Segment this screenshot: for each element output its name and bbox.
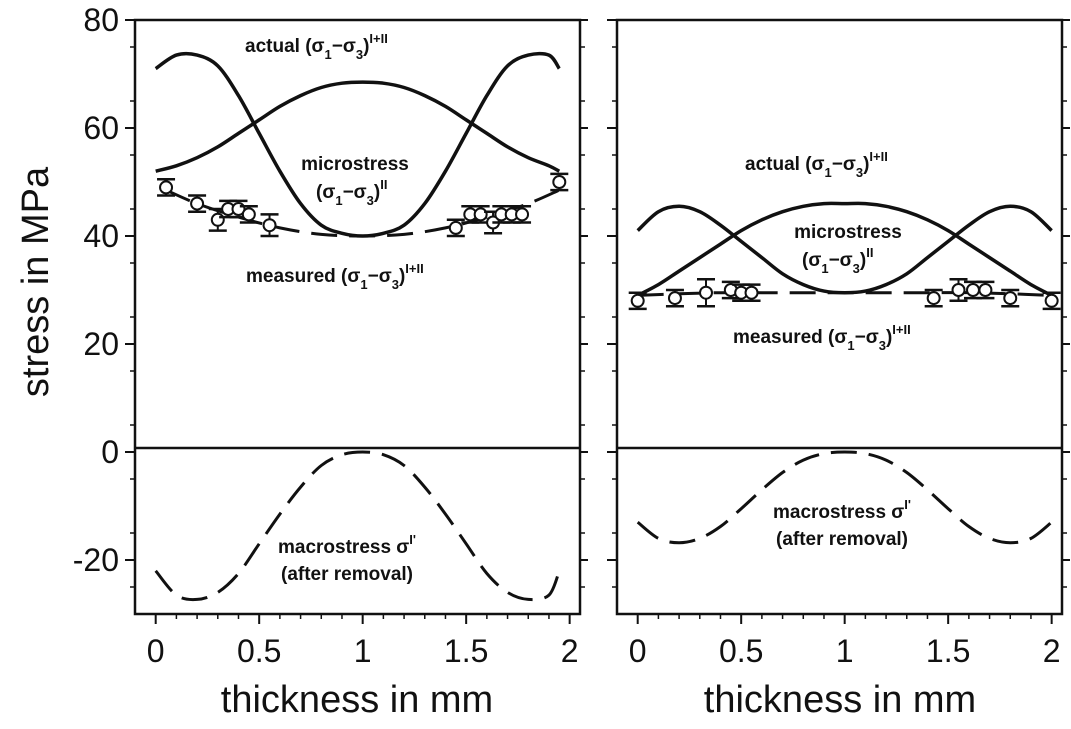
y-tick-label: 60 <box>83 110 119 146</box>
annotation-microstress-right: microstress <box>794 222 902 243</box>
annotation-macrostress-left: macrostress σI' <box>278 532 416 558</box>
annotation-actual-left: actual (σ1−σ3)I+II <box>245 31 388 62</box>
series-curve-4 <box>636 450 1053 545</box>
annotation-measured-right: measured (σ1−σ3)I+II <box>733 322 911 353</box>
y-tick-label: 40 <box>83 218 119 254</box>
measured-point <box>210 212 225 227</box>
series-curve-1 <box>155 80 561 173</box>
measured-point <box>926 291 941 306</box>
y-tick-label: -20 <box>73 542 119 578</box>
measured-point <box>473 207 488 222</box>
x-tick-label: 0 <box>147 633 165 669</box>
series-curve-1 <box>636 201 1053 297</box>
annotation-microstress-left: microstress <box>301 154 409 175</box>
measured-point <box>667 291 682 306</box>
x-tick-label: 0.5 <box>237 633 281 669</box>
annotation-microstress-formula-left: (σ1−σ3)II <box>316 177 387 208</box>
measured-point <box>159 180 174 195</box>
measured-point <box>978 283 993 297</box>
measured-point <box>552 175 567 189</box>
annotation-after-removal-right: (after removal) <box>776 529 908 550</box>
annotation-actual-right: actual (σ1−σ3)I+II <box>745 149 888 180</box>
series-curve-4 <box>154 450 561 602</box>
annotation-microstress-formula-right: (σ1−σ3)II <box>802 245 873 276</box>
x-axis-title-right: thickness in mm <box>704 679 976 721</box>
x-axis-title-left: thickness in mm <box>221 679 493 721</box>
measured-point <box>744 285 759 300</box>
measured-point <box>190 196 205 211</box>
measured-point <box>966 283 980 297</box>
measured-point <box>1003 291 1018 306</box>
y-tick-label: 80 <box>83 2 119 38</box>
y-tick-label: 20 <box>83 326 119 362</box>
measured-point <box>241 207 256 222</box>
measured-point <box>951 283 966 297</box>
annotation-after-removal-left: (after removal) <box>281 564 413 585</box>
measured-point <box>699 285 713 300</box>
annotation-macrostress-right: macrostress σI' <box>773 497 911 523</box>
x-tick-label: 1.5 <box>926 633 970 669</box>
x-tick-label: 0 <box>629 633 647 669</box>
plot-frame-right <box>615 18 1064 616</box>
plot-frame-left <box>133 18 582 616</box>
measured-point <box>630 293 645 308</box>
x-tick-label: 2 <box>561 633 579 669</box>
measured-point <box>448 220 463 235</box>
x-tick-label: 1 <box>836 633 854 669</box>
panel-left: 0 0.5 1 1.5 2 80 60 40 20 0 -20 thickness in mm ac… <box>73 2 588 721</box>
annotation-measured-left: measured (σ1−σ3)I+II <box>246 261 424 292</box>
x-tick-label: 2 <box>1043 633 1061 669</box>
measured-point <box>262 218 277 233</box>
measured-point <box>1044 293 1059 308</box>
x-tick-label: 1.5 <box>444 633 488 669</box>
y-axis-title: stress in MPa <box>15 166 57 397</box>
x-tick-label: 0.5 <box>719 633 763 669</box>
x-tick-label: 1 <box>354 633 372 669</box>
measured-point <box>515 207 530 222</box>
y-tick-label: 0 <box>101 434 119 470</box>
panel-right: 0 0.5 1 1.5 2 thickness in mm actual (σ1−σ3)… <box>607 18 1070 721</box>
